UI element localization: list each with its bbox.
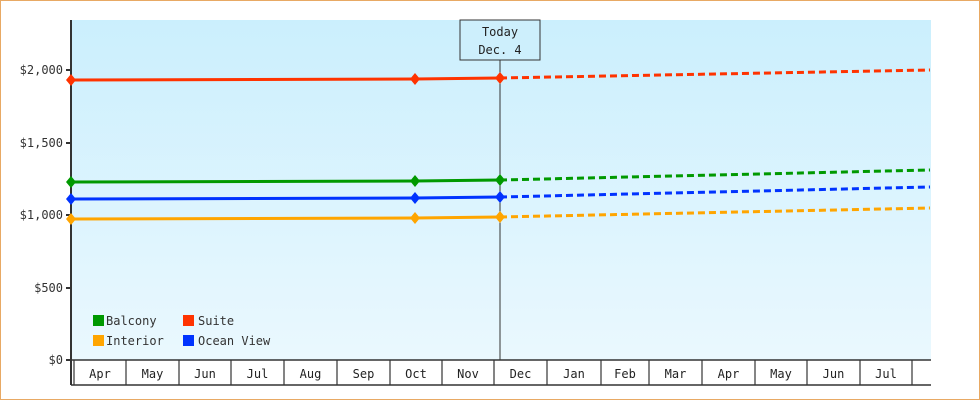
today-marker: Today Dec. 4 bbox=[459, 19, 541, 360]
legend-swatch-ocean-view bbox=[183, 335, 194, 346]
x-tick-label: Jul bbox=[247, 367, 269, 381]
legend-label-balcony: Balcony bbox=[106, 314, 157, 328]
x-tick-label: Nov bbox=[457, 367, 479, 381]
legend-swatch-balcony bbox=[93, 315, 104, 326]
series-balcony bbox=[66, 168, 931, 188]
legend-label-suite: Suite bbox=[198, 314, 234, 328]
legend-swatch-interior bbox=[93, 335, 104, 346]
series-ocean-view bbox=[66, 185, 931, 205]
x-tick-label: Feb bbox=[614, 367, 636, 381]
legend-label-ocean-view: Ocean View bbox=[198, 334, 271, 348]
today-label: Today bbox=[482, 25, 518, 39]
x-axis: Apr May Jun Jul Aug Sep Oct Nov Dec Jan Feb Mar Apr M… bbox=[71, 359, 931, 386]
x-tick-label: Mar bbox=[665, 367, 687, 381]
y-tick-label: $1,000 bbox=[20, 208, 63, 222]
x-tick-label: Jan bbox=[563, 367, 585, 381]
legend-label-interior: Interior bbox=[106, 334, 164, 348]
x-tick-label: Dec bbox=[510, 367, 532, 381]
x-tick-label: Jun bbox=[194, 367, 216, 381]
y-tick-label: $0 bbox=[49, 353, 63, 367]
y-ticks: $0 $500 $1,000 $1,500 $2,000 bbox=[20, 63, 71, 367]
x-tick-label: May bbox=[142, 367, 164, 381]
x-tick-label: Sep bbox=[353, 367, 375, 381]
x-tick-label: May bbox=[770, 367, 792, 381]
legend: Balcony Suite Interior Ocean View bbox=[93, 314, 271, 348]
series-interior bbox=[66, 206, 931, 225]
series-suite bbox=[66, 68, 931, 86]
y-tick-label: $500 bbox=[34, 281, 63, 295]
legend-swatch-suite bbox=[183, 315, 194, 326]
y-tick-label: $2,000 bbox=[20, 63, 63, 77]
x-tick-label: Jul bbox=[875, 367, 897, 381]
x-tick-label: Oct bbox=[405, 367, 427, 381]
x-tick-label: Apr bbox=[718, 367, 740, 381]
x-tick-label: Apr bbox=[89, 367, 111, 381]
y-tick-label: $1,500 bbox=[20, 136, 63, 150]
today-date: Dec. 4 bbox=[478, 43, 521, 57]
x-tick-label: Jun bbox=[823, 367, 845, 381]
x-tick-label: Aug bbox=[300, 367, 322, 381]
